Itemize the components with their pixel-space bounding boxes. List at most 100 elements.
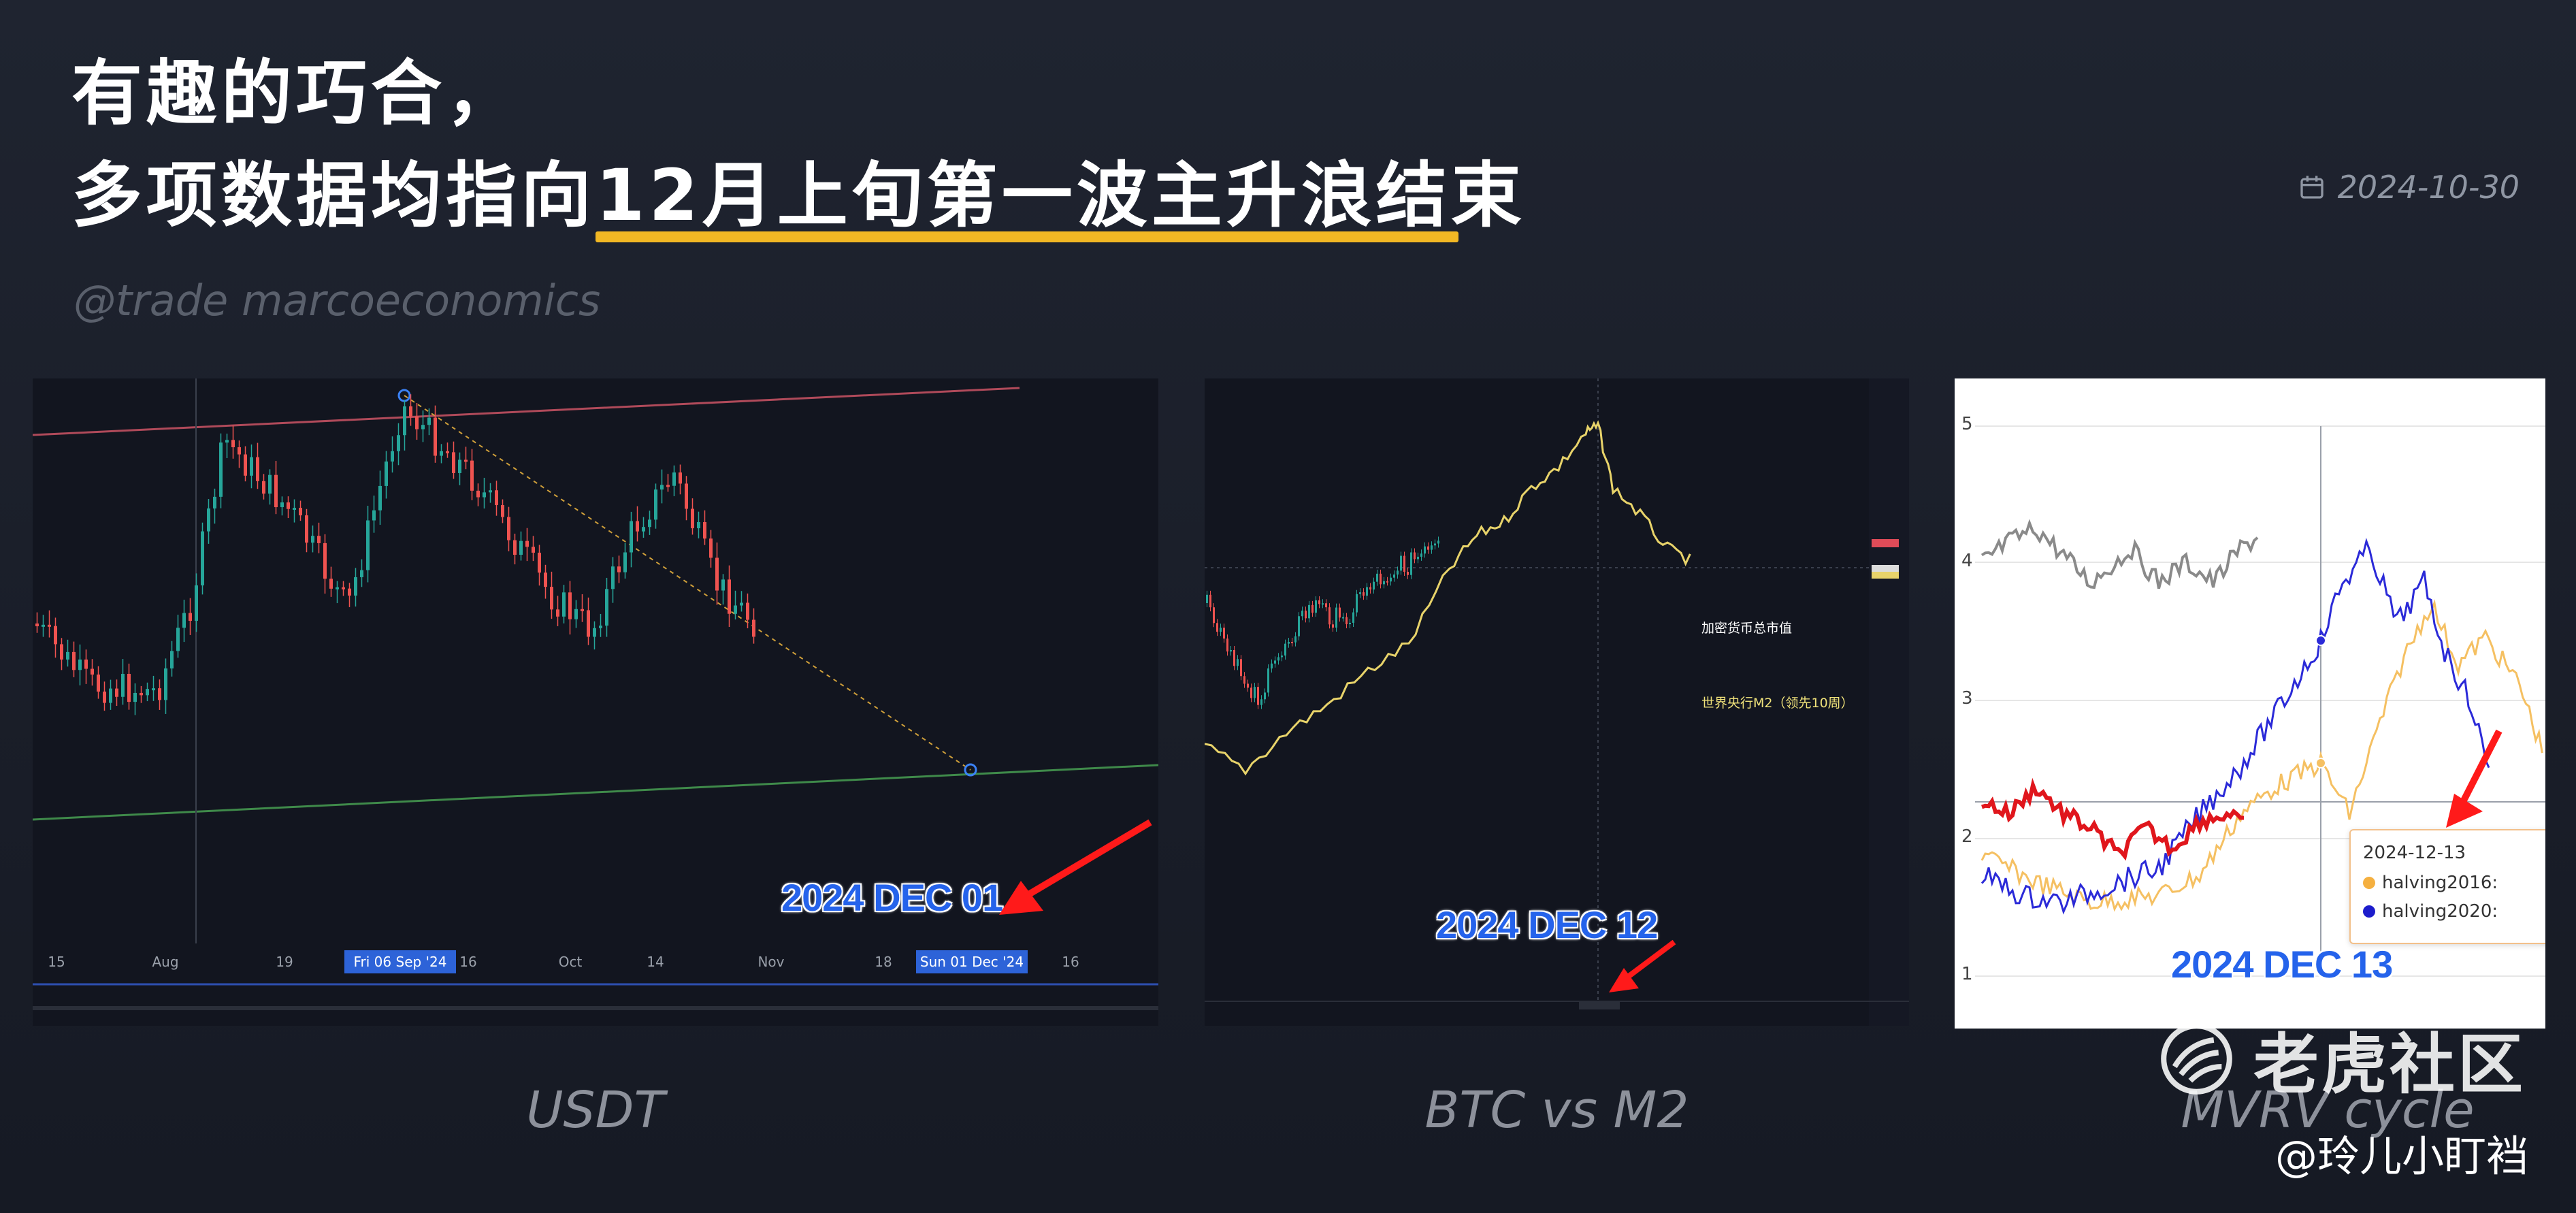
y-axis-labels: 5 4 3 2 1: [1955, 378, 1982, 1029]
candle: [648, 511, 651, 535]
candle: [1294, 632, 1297, 647]
x-axis-ticks: 15 Aug 19 Fri 06 Sep '24 16 Oct 14 Nov 18 Sun 01 …: [48, 950, 1079, 973]
time-axis-line: [1205, 1001, 1909, 1002]
time-cursor-label: [1579, 1001, 1620, 1009]
candle: [507, 506, 510, 551]
candle: [121, 659, 125, 705]
x-tick-label: Nov: [757, 954, 784, 970]
candle: [323, 534, 327, 594]
candle: [1376, 569, 1378, 586]
candle: [176, 615, 180, 658]
candle: [207, 499, 210, 544]
candle: [1352, 608, 1354, 627]
candle: [642, 517, 645, 538]
candle: [1325, 599, 1327, 612]
blue-dot-icon: [2363, 905, 2375, 918]
candle: [1254, 683, 1256, 702]
candle: [458, 452, 461, 485]
resistance-line: [33, 387, 1020, 436]
candle: [391, 436, 394, 473]
candle: [421, 410, 425, 442]
candle: [1271, 659, 1273, 673]
m2-series-line: [1205, 420, 1691, 776]
candle: [434, 405, 437, 463]
candle: [1386, 577, 1388, 586]
tooltip-series-1: halving2016:: [2382, 873, 2498, 893]
candle: [636, 506, 639, 542]
x-tick-label: 16: [459, 954, 476, 970]
candle: [287, 496, 290, 519]
candle: [140, 685, 143, 703]
candle: [1311, 600, 1314, 617]
candle: [1424, 542, 1426, 558]
orange-dot-icon: [2363, 877, 2375, 889]
candle: [1308, 600, 1310, 623]
candle: [495, 481, 498, 516]
candle: [703, 510, 706, 545]
price-badge-white: [1872, 565, 1899, 573]
candle: [299, 500, 302, 521]
candle: [1356, 589, 1358, 617]
usdt-chart-panel: 15 Aug 19 Fri 06 Sep '24 16 Oct 14 Nov 18 Sun 01 …: [33, 378, 1158, 1026]
candle: [1390, 573, 1392, 586]
candle: [593, 621, 596, 650]
candle: [1230, 645, 1232, 656]
candle: [691, 498, 694, 535]
candle: [360, 559, 363, 587]
candle: [1366, 583, 1368, 600]
candle: [1209, 590, 1211, 612]
candle: [728, 565, 731, 628]
candle: [1328, 603, 1331, 629]
candle: [274, 461, 278, 515]
candle: [164, 658, 167, 714]
candle: [740, 591, 743, 612]
candle: [440, 444, 443, 464]
candle: [348, 583, 351, 607]
candle: [317, 522, 321, 553]
x-tick-label: Fri 06 Sep '24: [354, 954, 447, 970]
x-tick-label: 15: [48, 954, 65, 970]
candle: [231, 425, 235, 459]
candle: [42, 615, 45, 637]
support-line: [33, 764, 1158, 821]
candle: [1291, 637, 1293, 647]
candle: [452, 441, 455, 479]
x-tick-label: Oct: [559, 954, 583, 970]
candle: [1267, 664, 1269, 697]
candle: [568, 581, 572, 635]
watermark-brand: 老虎社区: [2253, 1026, 2526, 1103]
candle: [133, 683, 137, 715]
candle: [1380, 569, 1382, 589]
candle: [78, 644, 82, 685]
candle: [378, 470, 382, 525]
date-text: 2024-10-30: [2337, 169, 2520, 206]
candle: [311, 525, 314, 553]
candle: [1407, 568, 1409, 579]
candle: [1220, 624, 1222, 636]
candle: [1414, 548, 1416, 564]
candle: [1322, 599, 1324, 609]
candle: [574, 600, 578, 628]
red-arrow-icon: [1609, 939, 1676, 992]
candle: [501, 499, 504, 523]
candle: [103, 681, 106, 711]
tiger-community-watermark: 老虎社区: [2157, 1018, 2539, 1103]
red-arrow-icon: [999, 819, 1152, 915]
slide-title: 有趣的巧合， 多项数据均指向12月上旬第一波主升浪结束: [71, 42, 1526, 246]
candle: [1339, 603, 1341, 622]
candle: [1417, 552, 1419, 564]
candle: [1284, 639, 1286, 660]
y-tick-2: 2: [1961, 826, 1973, 847]
candle: [464, 447, 468, 470]
date-label: 2024-10-30: [2298, 169, 2520, 206]
trend-dotted-line: [404, 395, 971, 771]
candle: [532, 536, 535, 562]
candle: [305, 508, 308, 553]
caption-btc-m2: BTC vs M2: [1424, 1081, 1689, 1139]
btc-m2-chart-panel: 加密货币总市值 世界央行M2（领先10周） 2024 DEC 12: [1205, 378, 1909, 1026]
candle: [1427, 542, 1429, 554]
candle: [1363, 588, 1365, 600]
candle: [1383, 577, 1385, 589]
candle: [415, 403, 419, 440]
candle: [366, 506, 370, 583]
